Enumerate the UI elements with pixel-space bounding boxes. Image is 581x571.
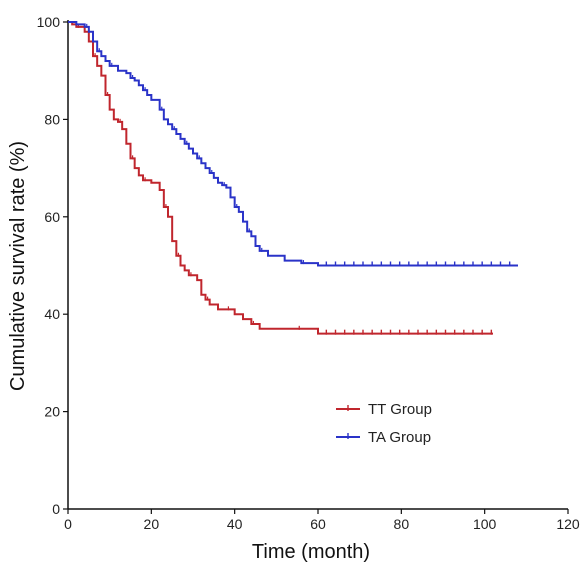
y-tick-label: 60: [44, 209, 60, 225]
x-tick-label: 60: [310, 516, 326, 532]
x-tick-label: 40: [227, 516, 243, 532]
axes: 0 20 40 60 80 100 120 0 20 40 60 80 100: [37, 14, 580, 532]
y-tick-label: 100: [37, 14, 61, 30]
y-tick-label: 40: [44, 306, 60, 322]
x-tick-label: 0: [64, 516, 72, 532]
y-tick-label: 20: [44, 404, 60, 420]
legend-label: TT Group: [368, 401, 432, 418]
legend-label: TA Group: [368, 429, 431, 446]
y-tick-label: 80: [44, 111, 60, 127]
x-tick-label: 100: [473, 516, 497, 532]
y-axis-title: Cumulative survival rate (%): [7, 141, 29, 391]
x-tick-label: 20: [144, 516, 160, 532]
x-axis-title: Time (month): [252, 541, 370, 563]
x-tick-label: 80: [394, 516, 410, 532]
x-tick-label: 120: [556, 516, 580, 532]
series-layer: [68, 21, 518, 335]
series-line: [68, 21, 518, 267]
series-tt-group: [68, 21, 493, 335]
series-ta-group: [68, 21, 518, 267]
y-tick-label: 0: [52, 501, 60, 517]
series-line: [68, 21, 493, 335]
legend: TT Group TA Group: [336, 401, 432, 446]
